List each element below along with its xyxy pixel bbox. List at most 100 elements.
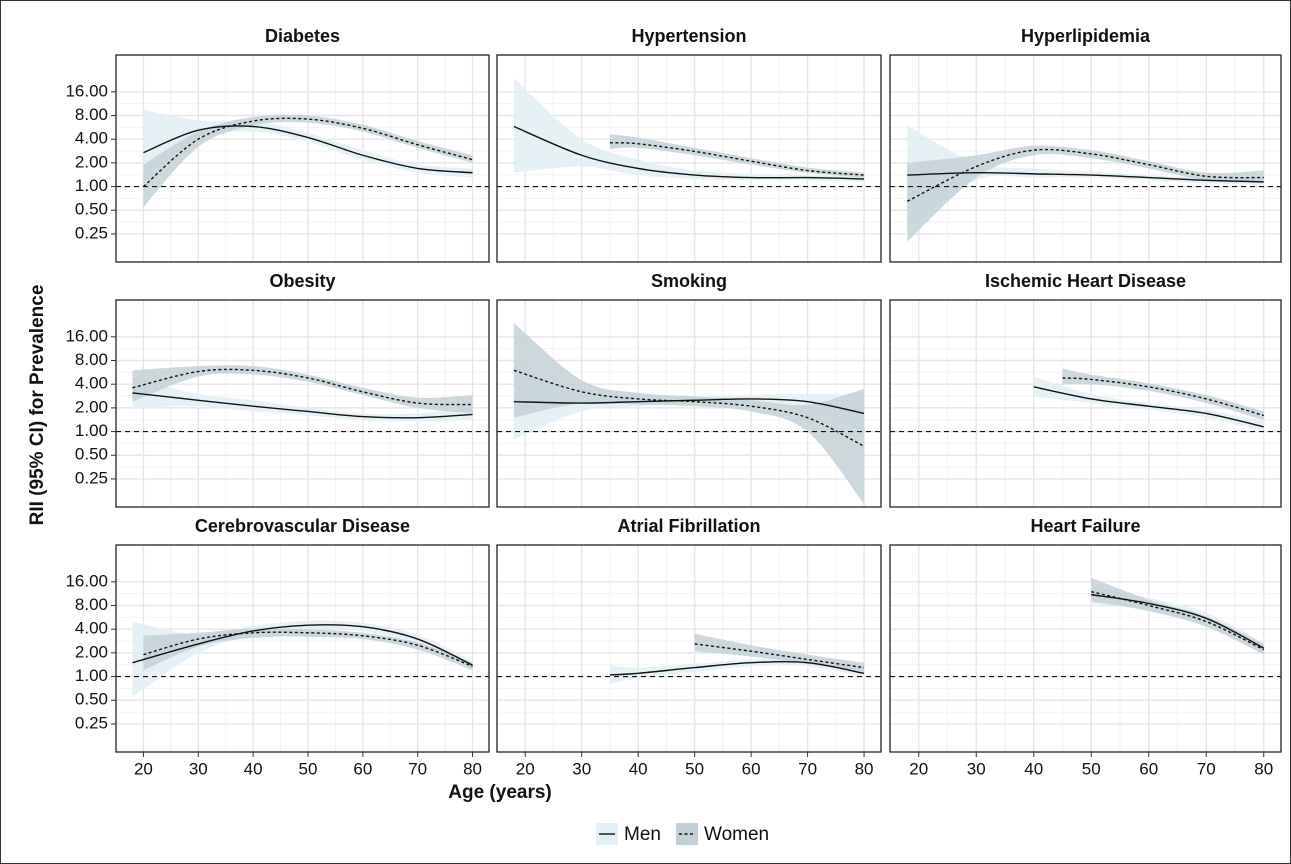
y-tick-label: 0.25 [75, 468, 108, 487]
y-tick-label: 0.50 [75, 445, 108, 464]
y-tick-label: 0.50 [75, 690, 108, 709]
series-line [1062, 377, 1264, 417]
ci-band [907, 125, 1264, 228]
y-tick-label: 1.00 [75, 666, 108, 685]
y-tick-label: 4.00 [75, 619, 108, 638]
y-tick-label: 16.00 [65, 326, 108, 345]
panel-border [115, 299, 490, 508]
panel: Smoking [496, 271, 882, 508]
panel-title: Hypertension [631, 26, 746, 46]
panel-border [889, 299, 1282, 508]
series-line [143, 125, 473, 174]
panel: Ischemic Heart Disease [889, 271, 1282, 508]
x-tick-label: 80 [1254, 759, 1273, 778]
x-tick-label: 80 [855, 759, 874, 778]
panel: Cerebrovascular Disease 0.25 0.50 1.00 2.00 4… [65, 516, 490, 778]
series-line [1091, 593, 1265, 649]
panel: Obesity 0.25 0.50 1.00 2.00 4.00 8.00 16.00 [65, 271, 490, 508]
ci-band [609, 658, 865, 685]
y-tick-label: 2.00 [75, 642, 108, 661]
x-tick-label: 30 [572, 759, 591, 778]
y-tick-label: 0.25 [75, 223, 108, 242]
ci-band [907, 145, 1264, 242]
panel: Atrial Fibrillation 20 30 40 50 60 70 80 [496, 516, 882, 778]
x-tick-label: 50 [1082, 759, 1101, 778]
y-tick-label: 8.00 [75, 595, 108, 614]
series-line [694, 643, 865, 669]
y-tick-label: 4.00 [75, 374, 108, 393]
panel-title: Hyperlipidemia [1021, 26, 1151, 46]
legend: Men Women [596, 823, 769, 845]
series-line [513, 369, 865, 447]
series-line [907, 171, 1264, 183]
panel-background [497, 545, 881, 752]
y-tick-label: 1.00 [75, 176, 108, 195]
panel-border [889, 544, 1282, 753]
panel: Hypertension [496, 26, 882, 263]
ci-band [513, 322, 865, 505]
panel-border [496, 54, 882, 263]
panel: Diabetes 0.25 0.50 1.00 2.00 4.00 8.00 16.00 [65, 26, 490, 263]
ci-band [513, 77, 865, 182]
x-tick-label: 20 [134, 759, 153, 778]
x-tick-label: 80 [463, 759, 482, 778]
x-tick-label: 60 [353, 759, 372, 778]
panel-border [115, 54, 490, 263]
y-tick-label: 16.00 [65, 81, 108, 100]
x-tick-label: 30 [189, 759, 208, 778]
x-tick-label: 20 [909, 759, 928, 778]
x-tick-label: 70 [1197, 759, 1216, 778]
x-tick-label: 40 [629, 759, 648, 778]
panel-title: Cerebrovascular Disease [195, 516, 410, 536]
series-line [143, 631, 473, 667]
panel-border [115, 544, 490, 753]
panel-title: Obesity [269, 271, 335, 291]
y-tick-label: 16.00 [65, 571, 108, 590]
panel: Heart Failure 20 30 40 50 60 70 80 [889, 516, 1282, 778]
x-tick-label: 40 [244, 759, 263, 778]
y-axis-title: RII (95% CI) for Prevalence [27, 285, 48, 526]
x-tick-label: 30 [967, 759, 986, 778]
x-tick-label: 60 [742, 759, 761, 778]
y-tick-label: 2.00 [75, 152, 108, 171]
series-line [609, 661, 865, 676]
series-line [142, 117, 473, 188]
x-tick-label: 50 [299, 759, 318, 778]
legend-label: Men [624, 824, 661, 845]
ci-band [694, 633, 865, 672]
y-tick-label: 8.00 [75, 350, 108, 369]
legend-label: Women [704, 824, 769, 845]
series-line [906, 148, 1264, 202]
ci-band [609, 134, 865, 178]
panel-border [496, 544, 882, 753]
x-axis-title: Age (years) [448, 782, 552, 803]
panel-title: Smoking [651, 271, 727, 291]
y-tick-label: 2.00 [75, 397, 108, 416]
series-line [513, 398, 865, 415]
y-tick-label: 8.00 [75, 105, 108, 124]
ci-band [143, 114, 473, 208]
y-tick-label: 0.25 [75, 713, 108, 732]
series-line [132, 392, 473, 419]
x-tick-label: 50 [685, 759, 704, 778]
panel: Hyperlipidemia [889, 26, 1282, 263]
panel-background [890, 545, 1281, 752]
x-tick-label: 40 [1024, 759, 1043, 778]
series-line [609, 142, 865, 176]
panel-title: Ischemic Heart Disease [985, 271, 1186, 291]
y-tick-label: 1.00 [75, 421, 108, 440]
panel-border [889, 54, 1282, 263]
series-line [132, 368, 473, 406]
series-line [132, 624, 473, 666]
y-tick-label: 0.50 [75, 200, 108, 219]
x-tick-label: 60 [1139, 759, 1158, 778]
panel-border [496, 299, 882, 508]
ci-band [132, 365, 473, 414]
y-tick-label: 4.00 [75, 129, 108, 148]
series-line [1033, 386, 1264, 428]
x-tick-label: 70 [408, 759, 427, 778]
series-line [513, 125, 865, 180]
x-tick-label: 70 [798, 759, 817, 778]
panel-title: Diabetes [265, 26, 340, 46]
